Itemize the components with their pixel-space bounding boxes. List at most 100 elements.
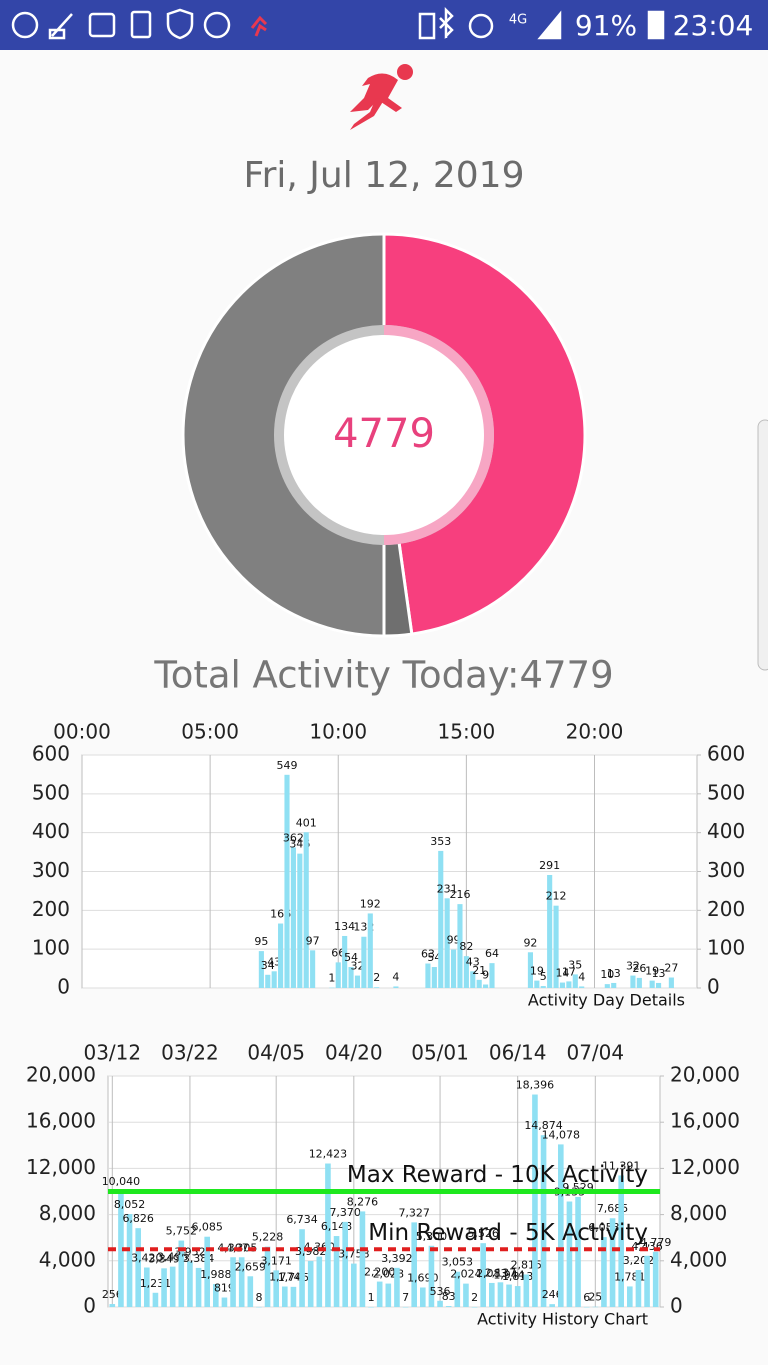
value-label: 54 [344, 951, 358, 964]
value-label: 1 [328, 972, 335, 985]
value-label: 83 [442, 1290, 456, 1303]
center-value: 4779 [333, 411, 435, 457]
value-label: 1,944 [493, 1269, 525, 1282]
value-label: 4 [392, 970, 399, 983]
value-label: 64 [485, 947, 499, 960]
value-label: 1 [368, 1291, 375, 1304]
value-label: 3,420 [131, 1251, 163, 1264]
bar [238, 1257, 245, 1307]
y-tick-label: 12,000 [26, 1155, 96, 1179]
bar [635, 1270, 642, 1307]
bar [265, 974, 271, 988]
value-label: 19 [530, 965, 544, 978]
bar [476, 979, 482, 988]
value-label: 4,779 [640, 1236, 672, 1249]
bar [444, 898, 450, 988]
value-label: 54 [427, 951, 441, 964]
bar [532, 1094, 538, 1307]
value-label: 26 [632, 962, 646, 975]
bar [425, 963, 431, 988]
value-label: 13 [607, 967, 621, 980]
value-label: 246 [542, 1288, 563, 1301]
bar [559, 982, 566, 988]
y2-tick-label: 200 [707, 897, 745, 921]
bar [553, 905, 559, 988]
value-label: 8 [255, 1291, 262, 1304]
value-label: 18,396 [516, 1079, 555, 1092]
app-icon [250, 15, 268, 37]
bar [273, 1270, 279, 1307]
value-label: 231 [437, 882, 458, 895]
value-label: 32 [626, 960, 640, 973]
bar [310, 950, 316, 988]
bar [230, 1257, 236, 1307]
value-label: 95 [254, 935, 268, 948]
value-label: 2,659 [235, 1260, 267, 1273]
bar [609, 1218, 616, 1307]
value-label: 2,083 [476, 1267, 508, 1280]
bar [566, 981, 572, 988]
y2-tick-label: 300 [707, 858, 745, 882]
bar [534, 980, 540, 988]
bar [652, 1251, 659, 1307]
value-label: 6,734 [286, 1213, 318, 1226]
value-label: 6,826 [122, 1212, 154, 1225]
y-tick-label: 300 [32, 858, 70, 882]
value-label: 4 [578, 970, 585, 983]
date-label: Fri, Jul 12, 2019 [244, 155, 525, 196]
y-tick-label: 100 [32, 936, 70, 960]
y2-tick-label: 16,000 [670, 1109, 740, 1133]
bar [374, 987, 380, 988]
x-tick-label: 03/22 [161, 1041, 219, 1065]
bar [627, 1286, 633, 1307]
value-label: 7,370 [329, 1206, 361, 1219]
value-label: 1,988 [200, 1268, 232, 1281]
bar [618, 1175, 624, 1307]
bar [471, 1306, 478, 1308]
bar [420, 1287, 426, 1307]
bar [109, 1304, 116, 1307]
value-label: 3,053 [442, 1256, 474, 1269]
scroll-handle[interactable] [757, 419, 768, 671]
bar [333, 1236, 340, 1307]
bar [290, 1286, 297, 1307]
value-label: 5 [540, 970, 547, 983]
bar [566, 1201, 573, 1307]
value-label: 13 [652, 967, 666, 980]
x-tick-label: 05:00 [181, 720, 239, 744]
value-label: 216 [449, 888, 470, 901]
y-tick-label: 600 [32, 742, 70, 766]
bar [213, 1284, 219, 1307]
y2-tick-label: 600 [707, 742, 745, 766]
value-label: 8,052 [114, 1198, 146, 1211]
value-label: 192 [360, 897, 381, 910]
value-label: 32 [350, 960, 364, 973]
clock: 23:04 [673, 9, 754, 42]
bar [438, 850, 444, 988]
x-tick-label: 04/20 [325, 1041, 383, 1065]
x-tick-label: 00:00 [53, 720, 111, 744]
bar [271, 971, 277, 988]
bar [470, 971, 476, 988]
bar [204, 1236, 210, 1307]
bar [367, 913, 373, 988]
status-icons [11, 6, 665, 40]
network-label: 4G [509, 13, 527, 28]
bar [264, 1246, 271, 1307]
bar [354, 975, 361, 988]
bar [221, 1297, 228, 1307]
bar [592, 1306, 599, 1308]
y-tick-label: 0 [83, 1294, 96, 1318]
value-label: 819 [214, 1282, 235, 1295]
y-tick-label: 400 [32, 819, 70, 843]
bar [579, 986, 585, 988]
bar [575, 1196, 581, 1307]
y2-tick-label: 20,000 [670, 1063, 740, 1087]
value-label: 92 [523, 936, 537, 949]
y-tick-label: 0 [57, 975, 70, 999]
bar [506, 1284, 512, 1307]
value-label: 63 [421, 948, 435, 961]
bar [316, 1256, 323, 1307]
bar [135, 1228, 141, 1307]
